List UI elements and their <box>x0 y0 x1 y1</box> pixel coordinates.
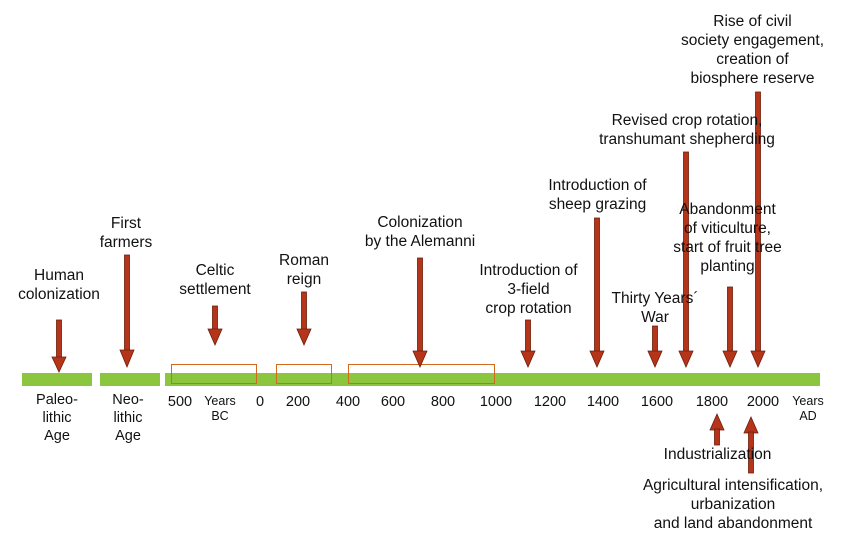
arrow-human-colonization <box>51 319 67 373</box>
arrow-agricultural-intensification <box>743 416 759 474</box>
tick-2000: 2000 <box>746 394 780 410</box>
arrow-industrialization <box>709 413 725 446</box>
era-label-neolithic: Neo- lithic Age <box>112 392 144 444</box>
label-thirty-years-war: Thirty Years´ War <box>611 290 699 326</box>
tick-800: 800 <box>430 394 456 410</box>
label-three-field: Introduction of 3-field crop rotation <box>479 262 578 317</box>
arrow-viticulture <box>722 286 738 368</box>
arrow-celtic-settlement <box>207 305 223 346</box>
tick-200: 200 <box>285 394 311 410</box>
tick-400: 400 <box>335 394 361 410</box>
label-human-colonization: Human colonization <box>18 267 100 303</box>
label-civil-society: Rise of civil society engagement, creati… <box>680 13 825 87</box>
arrow-sheep-grazing <box>589 217 605 368</box>
label-agricultural-intensification: Agricultural intensification, urbanizati… <box>642 477 824 532</box>
arrow-revised-crop-rotation <box>678 151 694 368</box>
tick-600: 600 <box>380 394 406 410</box>
arrow-thirty-years-war <box>647 325 663 368</box>
unit-years-ad: Years AD <box>792 394 824 423</box>
era-label-paleolithic: Paleo- lithic Age <box>36 392 78 444</box>
unit-years-bc: Years BC <box>204 394 236 423</box>
label-industrialization: Industrialization <box>663 446 772 463</box>
tick-1000: 1000 <box>479 394 513 410</box>
arrow-alemanni <box>412 257 428 368</box>
label-first-farmers: First farmers <box>99 215 153 251</box>
label-celtic-settlement: Celtic settlement <box>179 262 251 298</box>
label-alemanni: Colonization by the Alemanni <box>364 214 476 250</box>
tick-0: 0 <box>255 394 265 410</box>
arrow-three-field <box>520 319 536 368</box>
tick-1200: 1200 <box>533 394 567 410</box>
period-box-celtic <box>171 364 257 384</box>
label-roman-reign: Roman reign <box>279 252 329 288</box>
label-sheep-grazing: Introduction of sheep grazing <box>548 177 647 213</box>
timeline-bar-paleolithic <box>22 373 92 386</box>
timeline-bar-main <box>165 373 820 386</box>
tick-500: 500 <box>167 394 193 410</box>
arrow-first-farmers <box>119 254 135 369</box>
label-revised-crop-rotation: Revised crop rotation, transhumant sheph… <box>599 112 775 148</box>
tick-1400: 1400 <box>586 394 620 410</box>
timeline-bar-neolithic <box>100 373 160 386</box>
tick-1600: 1600 <box>640 394 674 410</box>
arrow-roman-reign <box>296 291 312 346</box>
tick-1800: 1800 <box>695 394 729 410</box>
label-viticulture: Abandonment of viticulture, start of fru… <box>673 201 782 275</box>
period-box-roman <box>276 364 332 384</box>
arrow-civil-society <box>750 91 766 368</box>
